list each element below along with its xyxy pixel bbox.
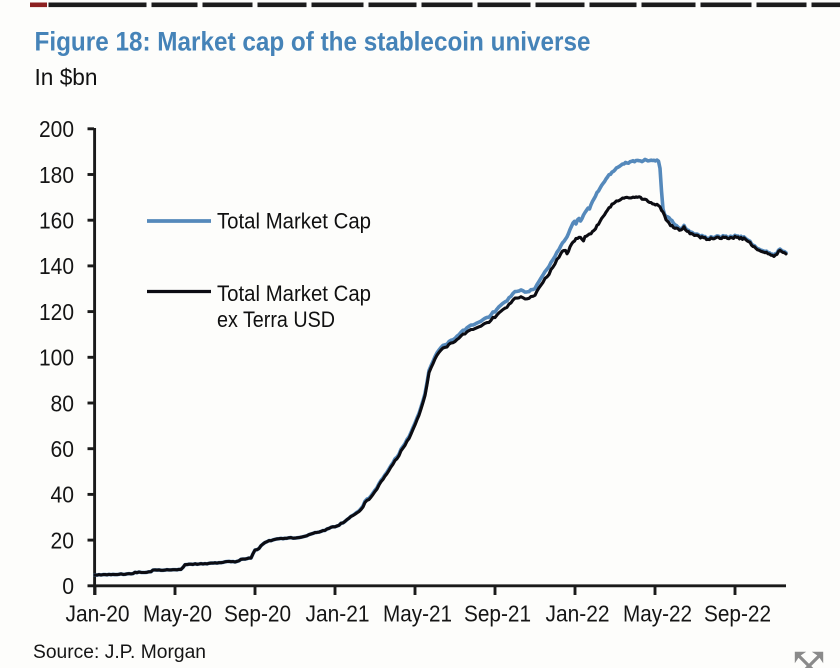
svg-text:Jan-20: Jan-20 (66, 601, 130, 627)
svg-text:May-21: May-21 (383, 601, 452, 627)
svg-text:200: 200 (39, 116, 74, 142)
svg-text:180: 180 (39, 162, 74, 188)
svg-text:0: 0 (62, 573, 74, 599)
svg-text:Sep-20: Sep-20 (224, 601, 291, 627)
svg-text:120: 120 (39, 299, 74, 325)
svg-text:In $bn: In $bn (35, 64, 98, 90)
svg-text:160: 160 (39, 208, 74, 234)
svg-text:Total Market Cap: Total Market Cap (217, 281, 371, 306)
svg-text:Jan-22: Jan-22 (546, 601, 610, 627)
svg-text:40: 40 (51, 482, 75, 508)
svg-text:100: 100 (39, 345, 74, 371)
svg-text:Jan-21: Jan-21 (306, 601, 370, 627)
svg-text:Sep-22: Sep-22 (704, 601, 771, 627)
svg-text:Total Market Cap: Total Market Cap (217, 209, 371, 234)
svg-text:ex Terra USD: ex Terra USD (217, 307, 335, 332)
svg-text:80: 80 (51, 390, 75, 416)
svg-text:20: 20 (51, 527, 75, 553)
svg-text:140: 140 (39, 253, 74, 279)
svg-text:60: 60 (51, 436, 75, 462)
svg-text:May-20: May-20 (143, 601, 212, 627)
svg-text:Sep-21: Sep-21 (464, 601, 531, 627)
svg-text:May-22: May-22 (623, 601, 692, 627)
svg-text:Figure 18: Market cap of the s: Figure 18: Market cap of the stablecoin … (35, 27, 591, 57)
svg-text:Source: J.P. Morgan: Source: J.P. Morgan (33, 642, 206, 663)
